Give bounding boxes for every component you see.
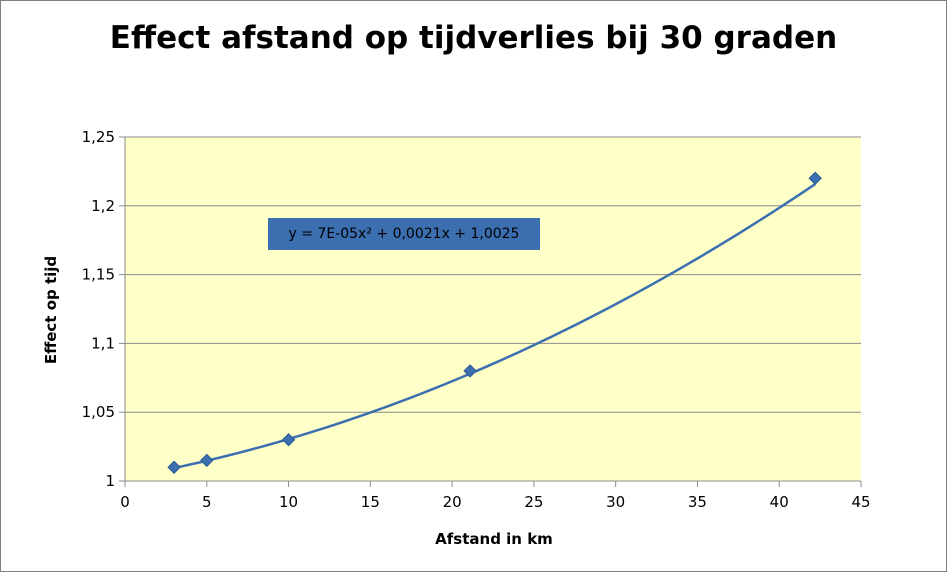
y-tick-label: 1,2 — [91, 197, 115, 215]
data-point-marker — [808, 171, 822, 185]
trendline-equation-label: y = 7E-05x² + 0,0021x + 1,0025 — [268, 218, 540, 250]
y-tick-label: 1,25 — [82, 128, 115, 146]
x-tick-label: 40 — [770, 493, 789, 511]
y-tick-label: 1,05 — [82, 403, 115, 421]
x-tick-label: 5 — [202, 493, 212, 511]
data-point-marker — [200, 453, 214, 468]
x-axis-label: Afstand in km — [435, 530, 553, 548]
data-point-marker — [167, 460, 181, 474]
x-tick-label: 35 — [688, 493, 707, 511]
x-tick-label: 30 — [606, 493, 625, 511]
x-tick-label: 15 — [361, 493, 380, 511]
x-tick-label: 20 — [443, 493, 462, 511]
y-tick-label: 1,1 — [91, 334, 115, 352]
x-tick-label: 10 — [279, 493, 298, 511]
chart-title: Effect afstand op tijdverlies bij 30 gra… — [109, 20, 838, 56]
data-point-marker — [281, 433, 296, 447]
y-tick-label: 1 — [105, 472, 115, 490]
x-tick-label: 45 — [851, 493, 870, 511]
data-point-marker — [463, 364, 477, 378]
trendline-curve — [173, 183, 816, 470]
x-tick-label: 25 — [524, 493, 543, 511]
plot-background — [125, 137, 861, 481]
y-tick-label: 1,15 — [82, 266, 115, 284]
x-tick-label: 0 — [120, 493, 130, 511]
